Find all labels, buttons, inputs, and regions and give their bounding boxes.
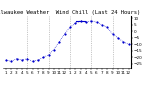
Title: Milwaukee Weather  Wind Chill (Last 24 Hours): Milwaukee Weather Wind Chill (Last 24 Ho…: [0, 10, 140, 15]
